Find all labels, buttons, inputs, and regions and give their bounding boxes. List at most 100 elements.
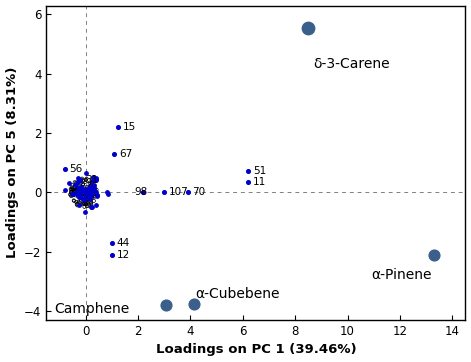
Point (84, 193, 91, 198)
Point (67, 190, 75, 195)
Point (430, 252, 438, 258)
Point (83, 199, 91, 205)
Point (114, 124, 122, 130)
Point (78, 177, 85, 182)
Point (73, 202, 81, 208)
Point (87, 192, 95, 198)
Point (68, 190, 75, 195)
Point (79, 190, 86, 196)
Point (70, 198, 78, 204)
Point (85, 187, 92, 193)
Point (81, 192, 89, 198)
Point (74, 174, 82, 180)
Point (73, 201, 81, 207)
Point (86, 194, 94, 200)
Point (77, 180, 85, 186)
Point (73, 201, 81, 207)
Point (84, 187, 91, 193)
Point (82, 190, 90, 195)
Point (79, 181, 87, 187)
Point (244, 179, 252, 185)
Point (83, 187, 90, 193)
Point (78, 195, 85, 201)
Text: 107: 107 (169, 186, 189, 197)
Point (70, 192, 78, 198)
Text: α-Cubebene: α-Cubebene (195, 287, 280, 302)
Point (86, 190, 93, 196)
Point (86, 183, 94, 189)
Point (79, 196, 87, 202)
Point (82, 177, 89, 182)
Point (91, 194, 99, 199)
Point (77, 184, 85, 190)
Point (70, 188, 77, 193)
Point (78, 185, 85, 191)
Point (89, 186, 97, 192)
Point (69, 193, 76, 198)
Point (79, 182, 87, 188)
Point (90, 198, 97, 204)
Text: 12: 12 (116, 250, 130, 260)
Point (88, 201, 95, 207)
Point (92, 202, 99, 208)
Point (84, 191, 91, 197)
Point (92, 175, 100, 181)
Point (72, 180, 80, 186)
Text: 44: 44 (116, 238, 130, 248)
Text: 67: 67 (119, 149, 132, 159)
Point (83, 176, 90, 181)
Point (88, 185, 96, 190)
Text: 15: 15 (123, 122, 136, 132)
Point (81, 188, 89, 194)
Point (88, 204, 95, 210)
Point (85, 191, 93, 197)
Point (76, 187, 83, 193)
Point (86, 187, 93, 193)
Point (87, 200, 95, 206)
Point (80, 194, 87, 200)
Point (80, 197, 88, 203)
Point (84, 203, 92, 209)
Point (85, 202, 93, 207)
Point (74, 179, 81, 185)
Point (88, 178, 96, 184)
Point (88, 188, 96, 194)
Point (84, 197, 91, 203)
Point (66, 191, 74, 197)
Point (86, 184, 94, 189)
Point (72, 186, 79, 192)
Point (86, 187, 93, 193)
Point (90, 182, 98, 188)
Point (83, 197, 90, 203)
Point (161, 189, 168, 194)
Point (82, 171, 90, 176)
Point (81, 179, 89, 185)
Point (76, 184, 84, 190)
Point (82, 201, 89, 207)
Point (70, 198, 78, 203)
Point (73, 189, 81, 195)
Point (77, 198, 84, 203)
Point (86, 180, 93, 186)
Point (87, 187, 95, 193)
Point (68, 191, 76, 197)
Text: Camphene: Camphene (54, 302, 130, 316)
Text: 51: 51 (253, 166, 266, 176)
Point (73, 180, 81, 186)
Point (88, 180, 95, 186)
Point (73, 187, 81, 193)
Point (79, 197, 87, 202)
Point (81, 200, 89, 206)
Point (75, 202, 83, 208)
Point (91, 191, 99, 197)
Point (88, 195, 96, 201)
Point (89, 193, 97, 198)
Point (83, 194, 90, 199)
Point (90, 185, 98, 191)
Point (90, 191, 97, 197)
X-axis label: Loadings on PC 1 (39.46%): Loadings on PC 1 (39.46%) (155, 344, 356, 357)
Point (87, 185, 94, 190)
Point (72, 193, 79, 198)
Text: 98: 98 (134, 186, 147, 197)
Text: δ-3-Carene: δ-3-Carene (314, 58, 390, 71)
